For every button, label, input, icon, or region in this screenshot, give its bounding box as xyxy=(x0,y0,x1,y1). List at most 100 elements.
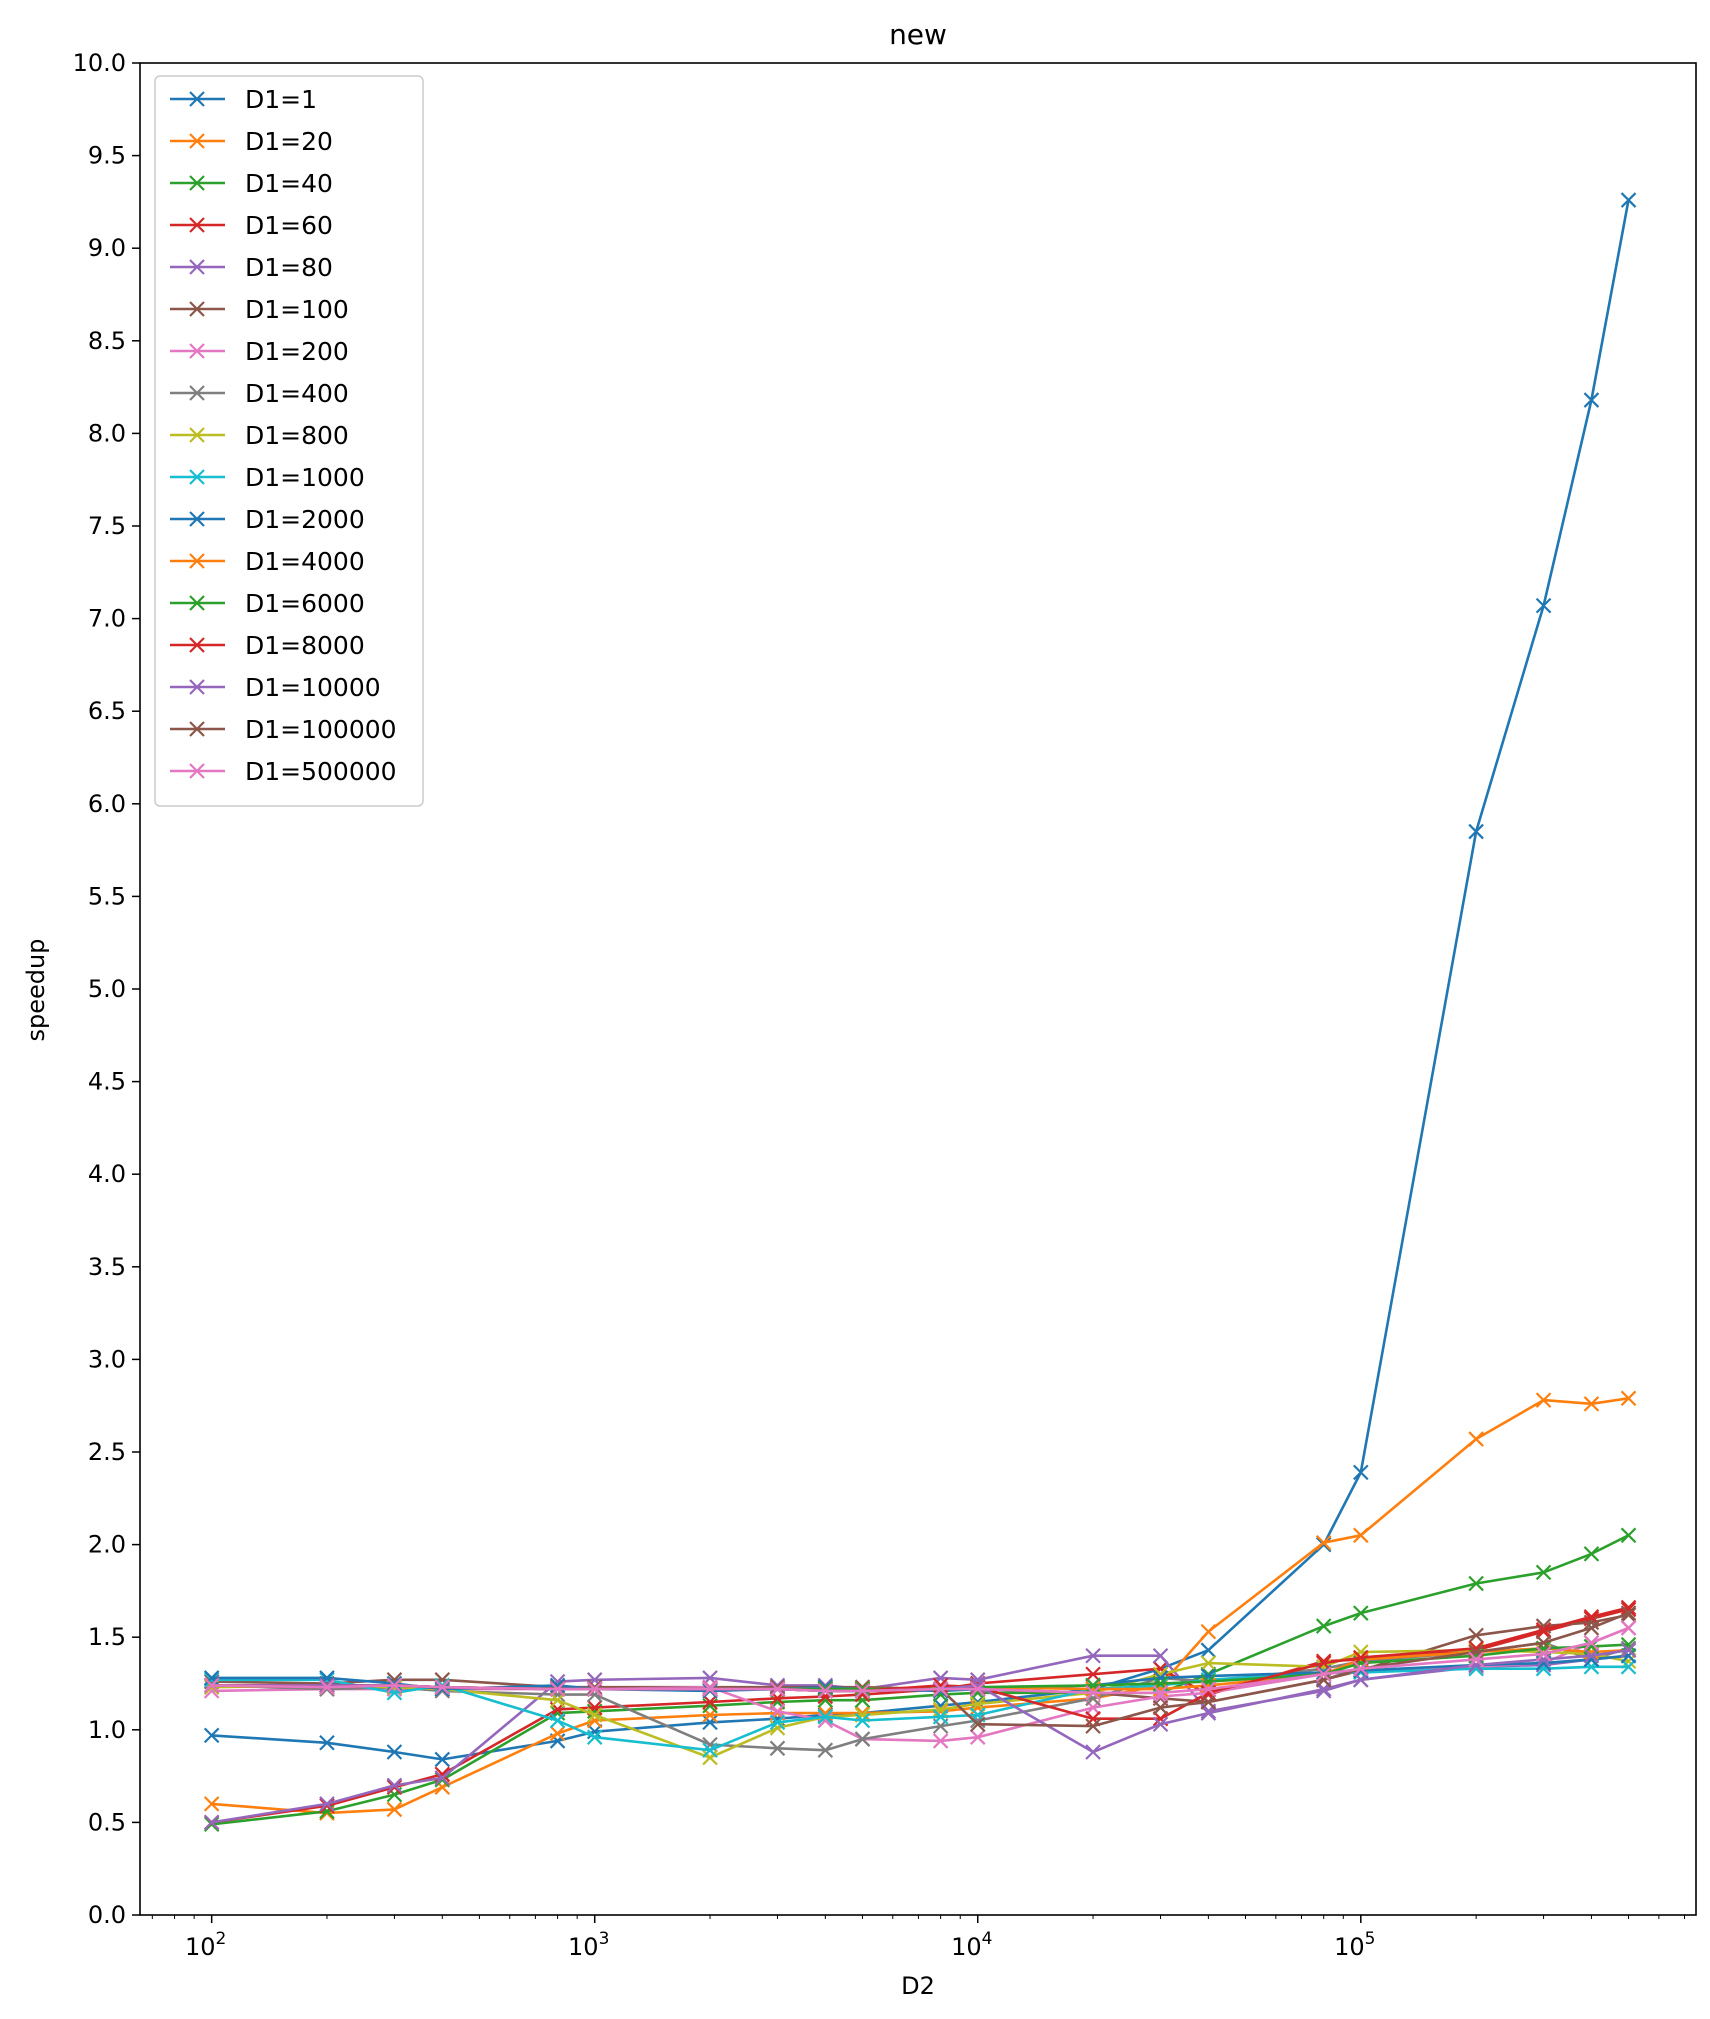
legend-label: D1=100000 xyxy=(245,715,397,744)
data-point-marker xyxy=(1583,392,1600,408)
data-point-marker xyxy=(1315,1618,1332,1634)
data-point-marker xyxy=(817,1683,834,1699)
data-point-marker xyxy=(1085,1744,1101,1760)
data-point-marker xyxy=(1315,1683,1332,1699)
data-point-marker xyxy=(854,1681,871,1697)
data-point-marker xyxy=(1468,1644,1484,1660)
data-point-marker xyxy=(969,1716,986,1733)
data-point-marker xyxy=(1620,1605,1637,1621)
data-point-marker xyxy=(1583,1659,1600,1675)
x-tick-exponent: 5 xyxy=(1365,1929,1376,1949)
y-tick-label: 7.0 xyxy=(88,605,126,633)
y-axis-label: speedup xyxy=(22,939,50,1042)
chart-title: new xyxy=(889,18,947,51)
legend-label: D1=400 xyxy=(245,379,349,408)
data-point-marker xyxy=(1353,1660,1369,1677)
data-point-marker xyxy=(1152,1684,1169,1701)
legend-marker xyxy=(189,217,205,233)
y-tick-label: 4.0 xyxy=(88,1160,126,1188)
data-point-marker xyxy=(1583,1634,1600,1651)
data-point-marker xyxy=(549,1725,566,1742)
y-tick-label: 0.0 xyxy=(88,1901,126,1929)
data-point-marker xyxy=(203,1816,220,1833)
legend-marker xyxy=(189,469,205,485)
data-point-marker xyxy=(1200,1623,1217,1640)
data-point-marker xyxy=(1085,1684,1101,1701)
y-tick-label: 5.5 xyxy=(88,882,126,910)
data-point-marker xyxy=(434,1770,451,1786)
x-tick-base: 10 xyxy=(185,1933,216,1961)
y-tick-label: 5.0 xyxy=(88,975,126,1003)
data-point-marker xyxy=(1353,1649,1369,1666)
legend-marker xyxy=(189,721,205,737)
data-point-marker xyxy=(1535,1646,1552,1662)
data-point-marker xyxy=(1315,1534,1332,1551)
x-tick-exponent: 4 xyxy=(982,1929,993,1949)
data-point-marker xyxy=(1200,1705,1217,1721)
x-tick-label: 105 xyxy=(1334,1929,1375,1961)
legend-marker xyxy=(189,763,205,779)
data-point-marker xyxy=(386,1677,403,1694)
y-tick-label: 6.5 xyxy=(88,697,126,725)
data-point-marker xyxy=(1468,1651,1484,1668)
data-point-marker xyxy=(769,1679,786,1695)
data-point-marker xyxy=(702,1683,718,1699)
data-point-marker xyxy=(586,1729,603,1745)
data-point-marker xyxy=(817,1681,834,1697)
data-point-marker xyxy=(1620,192,1637,208)
data-point-marker xyxy=(1620,1607,1637,1623)
data-point-marker xyxy=(1535,1564,1552,1581)
data-point-marker xyxy=(1315,1666,1332,1683)
y-tick-label: 8.0 xyxy=(88,419,126,447)
data-point-marker xyxy=(702,1681,718,1697)
data-point-marker xyxy=(854,1731,871,1747)
data-point-marker xyxy=(203,1796,220,1812)
data-point-marker xyxy=(586,1679,603,1695)
data-point-marker xyxy=(386,1744,403,1760)
data-point-marker xyxy=(1583,1396,1600,1412)
data-point-marker xyxy=(1620,1636,1637,1653)
data-point-marker xyxy=(969,1679,986,1695)
plot-area: 0.0 0.5 1.0 1.5 2.0 2.5 3.0 3.5 4.0 4.5 5.0 5.5 6.0 6… xyxy=(73,49,1697,1961)
legend-label: D1=500000 xyxy=(245,757,397,786)
data-point-marker xyxy=(702,1749,718,1766)
legend-marker xyxy=(189,637,205,653)
data-point-marker xyxy=(434,1751,451,1768)
y-tick-label: 1.0 xyxy=(88,1716,126,1744)
data-point-marker xyxy=(319,1796,335,1812)
data-point-marker xyxy=(932,1681,949,1697)
data-point-marker xyxy=(386,1779,403,1795)
x-tick-base: 10 xyxy=(1334,1933,1365,1961)
y-tick-label: 9.5 xyxy=(88,142,126,170)
legend-marker xyxy=(189,679,205,695)
y-tick-label: 3.5 xyxy=(88,1253,126,1281)
data-point-marker xyxy=(1200,1655,1217,1671)
data-point-marker xyxy=(1085,1718,1101,1734)
legend-marker xyxy=(189,385,205,401)
axes-frame xyxy=(139,62,1697,1916)
legend-label: D1=2000 xyxy=(245,505,365,534)
data-point-marker xyxy=(1152,1716,1169,1733)
x-tick-base: 10 xyxy=(568,1933,599,1961)
legend-marker xyxy=(189,343,205,359)
data-point-marker xyxy=(1468,1575,1484,1592)
data-point-marker xyxy=(1353,1464,1369,1481)
series-D1=20 xyxy=(203,1390,1637,1821)
data-point-marker xyxy=(586,1681,603,1697)
legend-label: D1=6000 xyxy=(245,589,365,618)
x-axis-label: D2 xyxy=(901,1972,935,2000)
data-point-marker xyxy=(817,1742,834,1758)
data-point-marker xyxy=(1085,1666,1101,1683)
data-point-marker xyxy=(1535,1634,1552,1651)
legend-marker xyxy=(189,91,205,107)
data-point-marker xyxy=(1620,1599,1637,1616)
data-point-marker xyxy=(319,1679,335,1695)
x-tick-label: 102 xyxy=(185,1929,226,1961)
data-point-marker xyxy=(854,1683,871,1699)
series-D1=500000 xyxy=(203,1620,1637,1701)
data-point-marker xyxy=(1315,1536,1332,1553)
legend-label: D1=4000 xyxy=(245,547,365,576)
y-tick-label: 1.5 xyxy=(88,1623,126,1651)
data-point-marker xyxy=(434,1681,451,1697)
